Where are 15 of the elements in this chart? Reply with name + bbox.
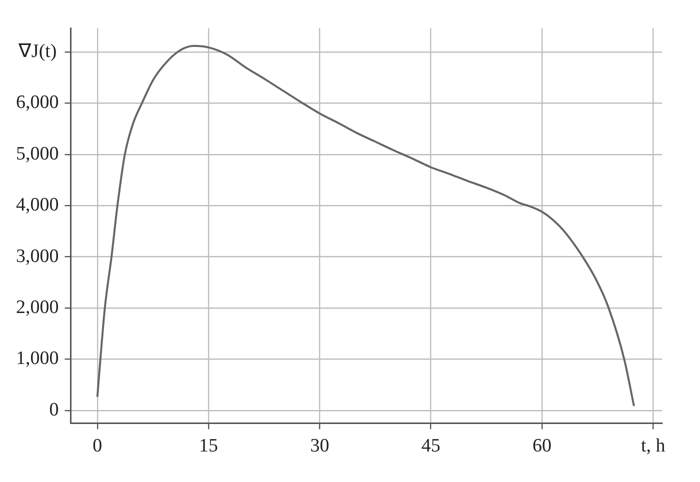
y-tick-label: 5,000 bbox=[16, 143, 59, 164]
x-tick-label: 45 bbox=[421, 436, 440, 457]
y-tick-label: 3,000 bbox=[16, 246, 59, 267]
line-series bbox=[96, 44, 635, 406]
y-tick-label: 6,000 bbox=[16, 92, 59, 114]
y-tick-label: 1,000 bbox=[16, 348, 59, 370]
x-tick-label: 30 bbox=[310, 436, 330, 457]
y-tick-label: 4,000 bbox=[16, 194, 59, 216]
x-tick-label: 60 bbox=[532, 436, 552, 457]
y-axis-title: ∇J(t) bbox=[17, 41, 57, 62]
x-tick-label: 15 bbox=[199, 436, 218, 457]
x-axis-title: t, h bbox=[640, 436, 666, 457]
y-tick-label: 0 bbox=[49, 399, 59, 420]
y-tick-label: 2,000 bbox=[16, 297, 59, 318]
x-tick-label: 0 bbox=[92, 436, 102, 457]
